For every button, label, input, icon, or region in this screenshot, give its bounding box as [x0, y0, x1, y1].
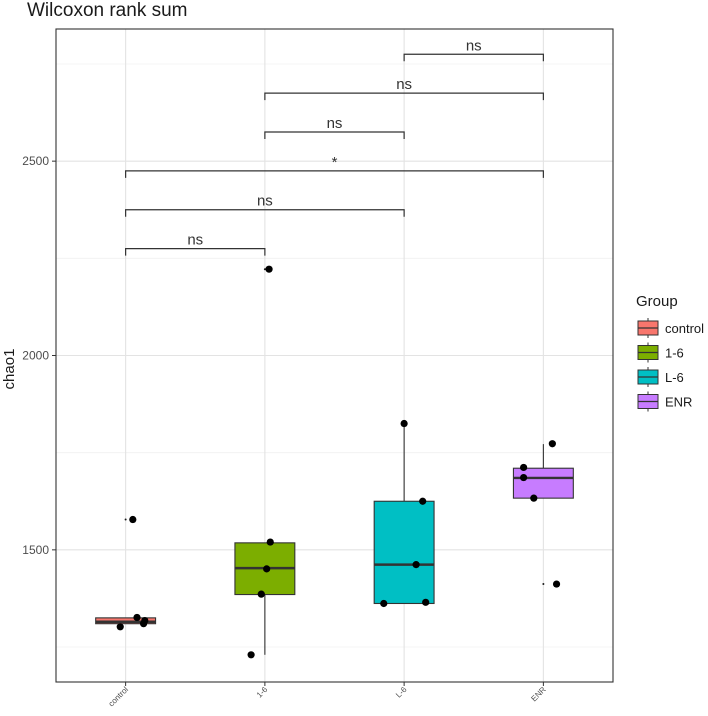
outlier-point	[124, 518, 127, 521]
comparison-bracket	[264, 92, 544, 101]
legend-title: Group	[636, 293, 678, 310]
legend-label: ENR	[665, 395, 692, 410]
data-point	[263, 565, 271, 573]
box-L-6	[373, 500, 435, 605]
legend-label: control	[665, 321, 704, 336]
y-tick-label: 2000	[22, 349, 49, 363]
significance-label: ns	[187, 232, 203, 249]
data-point	[265, 265, 273, 273]
data-point	[419, 497, 427, 505]
outlier-point	[263, 268, 266, 271]
significance-label: ns	[396, 76, 412, 93]
comparison-bracket	[264, 131, 405, 140]
comparison-bracket	[125, 170, 544, 178]
legend: Group control 1-6 L-6 ENR	[636, 293, 704, 412]
data-point	[400, 419, 408, 428]
data-point	[380, 599, 388, 608]
comparison-bracket	[125, 248, 266, 256]
legend-label: 1-6	[665, 346, 684, 361]
data-point	[266, 538, 274, 546]
data-point	[520, 473, 528, 482]
x-tick-label: L-6	[394, 685, 409, 700]
plot-panel: 1500 2000 2500 control 1-6 L-6 ENR ns ns * ns ns ns	[22, 28, 614, 709]
data-point	[530, 494, 538, 502]
data-point	[141, 616, 149, 625]
y-tick-label: 1500	[22, 543, 49, 557]
data-point	[412, 561, 420, 569]
outlier-point	[542, 583, 545, 586]
chart-title: Wilcoxon rank sum	[27, 0, 188, 21]
significance-label: ns	[466, 37, 482, 54]
x-tick-label: ENR	[529, 685, 547, 703]
x-tick-label: 1-6	[255, 685, 270, 700]
comparison-bracket	[125, 209, 405, 217]
significance-label: ns	[257, 193, 273, 210]
data-point	[247, 651, 255, 659]
data-point	[133, 613, 141, 622]
significance-label: *	[332, 154, 338, 171]
legend-label: L-6	[665, 370, 684, 385]
data-point	[552, 580, 561, 588]
significance-label: ns	[327, 115, 343, 132]
data-point	[520, 463, 528, 472]
data-point	[116, 623, 124, 631]
data-point	[548, 440, 556, 448]
comparison-bracket	[403, 53, 544, 62]
panel-border	[55, 28, 614, 683]
y-tick-label: 2500	[22, 154, 49, 168]
y-axis-title: chao1	[1, 349, 18, 390]
box-ENR	[512, 467, 574, 499]
data-point	[422, 598, 430, 606]
data-point	[129, 515, 137, 524]
data-point	[257, 590, 265, 598]
x-tick-label: control	[107, 685, 131, 709]
